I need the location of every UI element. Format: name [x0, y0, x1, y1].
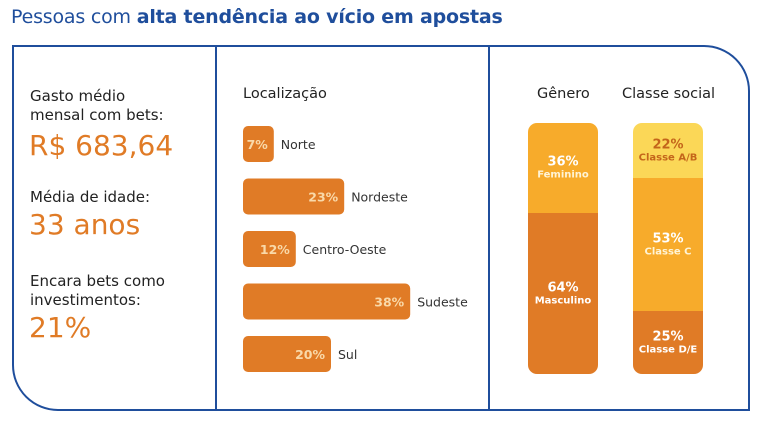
location-bar-2: [243, 178, 345, 215]
location-bar-4: [243, 283, 411, 320]
location-value-label: 23%: [308, 190, 338, 205]
location-category-label: Sul: [338, 347, 357, 362]
gender-segment-1: 36% Feminino: [528, 123, 598, 214]
chart-title: Pessoas com alta tendência ao vício em a…: [11, 6, 503, 28]
social-value-label: 53%: [652, 231, 684, 247]
social-heading: Classe social: [622, 86, 716, 102]
invest-label: Encara bets como investimentos:: [30, 272, 165, 310]
location-category-label: Centro-Oeste: [303, 242, 387, 257]
location-bar-3: [243, 231, 296, 267]
social-category-label: Classe D/E: [638, 344, 698, 356]
social-category-label: Classe C: [644, 246, 692, 258]
social-segment-3: 25% Classe D/E: [633, 311, 703, 374]
social-value-label: 22%: [652, 137, 684, 153]
social-category-label: Classe A/B: [638, 152, 698, 164]
location-category-label: Norte: [281, 137, 316, 152]
location-bar-1: [243, 126, 274, 162]
social-stacked-bar: 22% Classe A/B 53% Classe C 25% Classe D/E: [633, 123, 703, 374]
location-value-label: 7%: [247, 137, 269, 152]
social-segment-2: 53% Classe C: [633, 178, 703, 312]
gender-heading: Gênero: [537, 86, 590, 102]
location-category-label: Nordeste: [351, 190, 408, 205]
location-value-label: 38%: [374, 295, 404, 310]
title-bold: alta tendência ao vício em apostas: [136, 6, 503, 28]
location-category-label: Sudeste: [417, 295, 468, 310]
gender-value-label: 36%: [547, 154, 579, 170]
location-value-label: 12%: [260, 242, 290, 257]
spend-label-line1: Gasto médio: [30, 87, 126, 105]
age-value: 33 anos: [29, 208, 141, 241]
divider-right: [488, 47, 490, 409]
location-value-label: 20%: [295, 347, 325, 362]
spend-value: R$ 683,64: [29, 129, 174, 162]
location-bar-5: [243, 336, 331, 372]
gender-category-label: Feminino: [537, 169, 589, 181]
age-label: Média de idade:: [30, 188, 151, 206]
social-segment-1: 22% Classe A/B: [633, 123, 703, 179]
invest-label-line1: Encara bets como: [30, 272, 165, 290]
location-heading: Localização: [243, 86, 327, 102]
title-prefix: Pessoas com: [11, 6, 137, 28]
gender-value-label: 64%: [547, 280, 579, 296]
infographic-frame: [12, 45, 750, 411]
divider-left: [215, 47, 217, 409]
invest-label-line2: investimentos:: [30, 291, 141, 309]
spend-label: Gasto médio mensal com bets:: [30, 87, 164, 125]
gender-segment-2: 64% Masculino: [528, 213, 598, 374]
location-bar-chart: 7% Norte 23% Nordeste 12% Centro-Oeste 38% Sude…: [243, 126, 468, 372]
invest-value: 21%: [29, 311, 92, 344]
gender-stacked-bar: 36% Feminino 64% Masculino: [528, 123, 598, 374]
gender-category-label: Masculino: [534, 295, 592, 307]
social-value-label: 25%: [652, 329, 684, 345]
spend-label-line2: mensal com bets:: [30, 106, 164, 124]
